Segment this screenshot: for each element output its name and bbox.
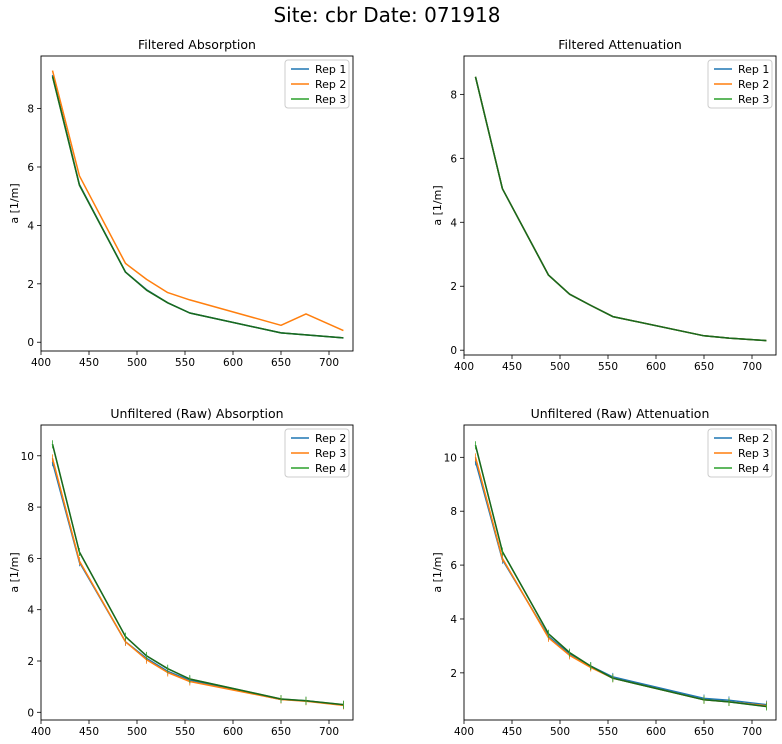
unfiltered-absorption-title: Unfiltered (Raw) Absorption [110, 406, 283, 421]
filtered-absorption-ytick-label: 6 [27, 162, 34, 174]
unfiltered-attenuation-xtick-label: 700 [742, 726, 762, 738]
unfiltered-absorption-ytick-label: 6 [27, 553, 34, 565]
unfiltered-absorption-legend: Rep 2 Rep 3 Rep 4 [284, 428, 350, 478]
filtered-attenuation-legend-box [707, 59, 773, 109]
filtered-absorption-ytick-label: 4 [27, 220, 34, 232]
unfiltered-attenuation-legend-label: Rep 4 [738, 462, 769, 475]
filtered-attenuation-ytick-label: 2 [450, 281, 457, 293]
filtered-absorption-legend-label: Rep 1 [315, 63, 346, 76]
unfiltered-attenuation-xtick-label: 400 [454, 726, 474, 738]
filtered-attenuation-ytick-label: 4 [450, 217, 457, 229]
filtered-absorption-legend-label: Rep 3 [315, 93, 346, 106]
filtered-attenuation-legend: Rep 1 Rep 2 Rep 3 [707, 59, 773, 109]
filtered-attenuation-ytick-label: 0 [450, 345, 457, 357]
filtered-absorption-xtick-label: 650 [271, 357, 291, 369]
unfiltered-attenuation-xtick-label: 600 [646, 726, 666, 738]
filtered-absorption-legend-box [284, 59, 350, 109]
filtered-absorption-xtick-label: 700 [319, 357, 339, 369]
filtered-attenuation-xtick-label: 700 [742, 361, 762, 373]
filtered-attenuation-xtick-label: 650 [694, 361, 714, 373]
unfiltered-absorption-series-rep-4 [51, 444, 344, 706]
filtered-attenuation-axes-frame [463, 55, 777, 356]
filtered-attenuation-ytick-label: 6 [450, 153, 457, 165]
unfiltered-attenuation-legend-label: Rep 3 [738, 447, 769, 460]
unfiltered-absorption-legend-box [284, 428, 350, 478]
unfiltered-attenuation-xtick-label: 500 [550, 726, 570, 738]
filtered-absorption-ytick-label: 8 [27, 104, 34, 116]
unfiltered-attenuation-overlap-trace [474, 445, 767, 708]
filtered-absorption-xtick-label: 550 [175, 357, 195, 369]
unfiltered-absorption-xtick-label: 550 [175, 726, 195, 738]
unfiltered-absorption-legend-label: Rep 2 [315, 432, 346, 445]
unfiltered-attenuation-series-rep-2 [474, 461, 767, 706]
unfiltered-absorption-xtick-label: 500 [127, 726, 147, 738]
filtered-attenuation-ylabel: a [1/m] [431, 185, 444, 225]
unfiltered-absorption-axes-frame [40, 424, 354, 721]
filtered-attenuation-xtick-label: 600 [646, 361, 666, 373]
filtered-absorption-title: Filtered Absorption [138, 37, 256, 52]
filtered-absorption-axes-frame [40, 55, 354, 352]
filtered-attenuation-ytick-label: 8 [450, 89, 457, 101]
filtered-absorption-ytick-label: 2 [27, 279, 34, 291]
unfiltered-attenuation-xtick-label: 550 [598, 726, 618, 738]
unfiltered-attenuation-ytick-label: 8 [450, 506, 457, 518]
filtered-absorption-ylabel: a [1/m] [8, 183, 21, 223]
unfiltered-absorption-overlap-trace [51, 444, 344, 706]
filtered-absorption-legend: Rep 1 Rep 2 Rep 3 [284, 59, 350, 109]
filtered-absorption-xtick-label: 500 [127, 357, 147, 369]
unfiltered-attenuation-title: Unfiltered (Raw) Attenuation [531, 406, 710, 421]
filtered-absorption-legend-label: Rep 2 [315, 78, 346, 91]
unfiltered-attenuation-legend-box [707, 428, 773, 478]
unfiltered-absorption-xtick-label: 450 [79, 726, 99, 738]
unfiltered-attenuation-ytick-label: 2 [450, 668, 457, 680]
unfiltered-absorption-xtick-label: 600 [223, 726, 243, 738]
unfiltered-absorption-legend-label: Rep 3 [315, 447, 346, 460]
filtered-attenuation-series-rep-3 [474, 76, 767, 342]
unfiltered-absorption-xtick-label: 700 [319, 726, 339, 738]
filtered-attenuation-series-rep-1 [474, 76, 767, 342]
filtered-attenuation-legend-label: Rep 2 [738, 78, 769, 91]
filtered-attenuation-overlap-trace [474, 76, 767, 342]
unfiltered-attenuation-ytick-label: 10 [444, 452, 457, 464]
unfiltered-attenuation-xtick-label: 450 [502, 726, 522, 738]
unfiltered-absorption-xtick-label: 400 [31, 726, 51, 738]
unfiltered-attenuation-legend-label: Rep 2 [738, 432, 769, 445]
filtered-absorption-series-rep-2 [51, 70, 344, 332]
filtered-absorption-overlap-trace [51, 76, 344, 339]
filtered-absorption-xtick-label: 450 [79, 357, 99, 369]
unfiltered-attenuation-ytick-label: 4 [450, 614, 457, 626]
filtered-attenuation-xtick-label: 450 [502, 361, 522, 373]
unfiltered-absorption-legend-label: Rep 4 [315, 462, 346, 475]
unfiltered-absorption-ytick-label: 4 [27, 605, 34, 617]
unfiltered-attenuation-xtick-label: 650 [694, 726, 714, 738]
unfiltered-absorption-xtick-label: 650 [271, 726, 291, 738]
unfiltered-attenuation-axes-frame [463, 424, 777, 721]
unfiltered-absorption-ylabel: a [1/m] [8, 552, 21, 592]
unfiltered-absorption-ytick-label: 2 [27, 656, 34, 668]
unfiltered-attenuation-series-rep-4 [474, 445, 767, 708]
filtered-absorption-ytick-label: 0 [27, 337, 34, 349]
filtered-attenuation-title: Filtered Attenuation [558, 37, 682, 52]
unfiltered-attenuation-legend: Rep 2 Rep 3 Rep 4 [707, 428, 773, 478]
unfiltered-attenuation-ylabel: a [1/m] [431, 552, 444, 592]
filtered-absorption-xtick-label: 600 [223, 357, 243, 369]
unfiltered-absorption-ytick-label: 0 [27, 707, 34, 719]
filtered-attenuation-xtick-label: 400 [454, 361, 474, 373]
figure-title: Site: cbr Date: 071918 [273, 3, 500, 27]
filtered-absorption-xtick-label: 400 [31, 357, 51, 369]
filtered-attenuation-legend-label: Rep 1 [738, 63, 769, 76]
filtered-attenuation-panel: Filtered Attenuation a [1/m] 400 450 500 550 6… [431, 37, 777, 373]
unfiltered-absorption-ytick-label: 8 [27, 502, 34, 514]
filtered-attenuation-xtick-label: 550 [598, 361, 618, 373]
filtered-attenuation-xtick-label: 500 [550, 361, 570, 373]
unfiltered-absorption-ytick-label: 10 [21, 451, 34, 463]
filtered-attenuation-series-rep-2 [474, 76, 767, 342]
filtered-attenuation-legend-label: Rep 3 [738, 93, 769, 106]
unfiltered-attenuation-ytick-label: 6 [450, 560, 457, 572]
